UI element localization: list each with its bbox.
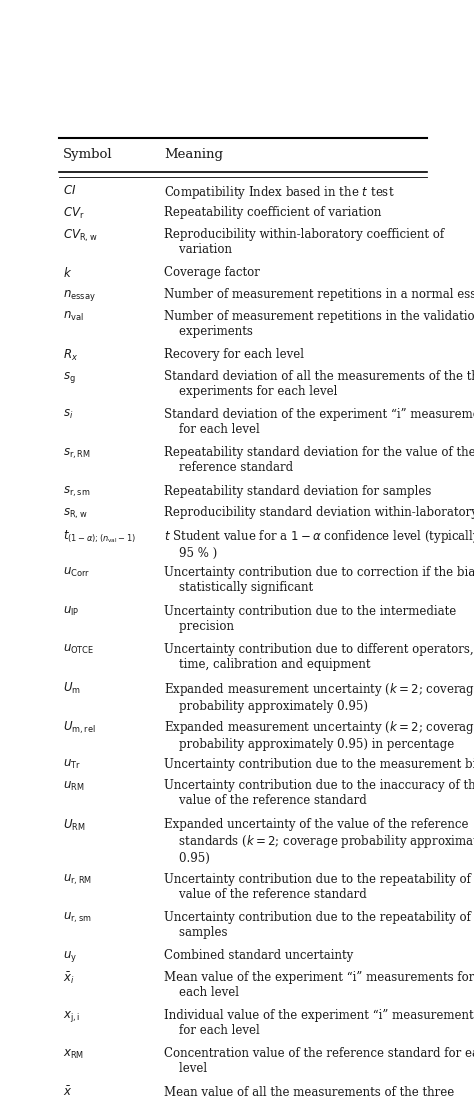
Text: $CV_{\mathrm{r}}$: $CV_{\mathrm{r}}$ xyxy=(63,206,84,221)
Text: $x_{\mathrm{j,i}}$: $x_{\mathrm{j,i}}$ xyxy=(63,1009,80,1025)
Text: $u_{\mathrm{Tr}}$: $u_{\mathrm{Tr}}$ xyxy=(63,758,81,770)
Text: $\bar{x}$: $\bar{x}$ xyxy=(63,1086,72,1099)
Text: Meaning: Meaning xyxy=(164,148,223,162)
Text: $U_{\mathrm{m}}$: $U_{\mathrm{m}}$ xyxy=(63,681,81,696)
Text: $u_{\mathrm{r,RM}}$: $u_{\mathrm{r,RM}}$ xyxy=(63,873,92,886)
Text: Repeatability coefficient of variation: Repeatability coefficient of variation xyxy=(164,206,381,220)
Text: Symbol: Symbol xyxy=(63,148,112,162)
Text: $\bar{x}_{i}$: $\bar{x}_{i}$ xyxy=(63,971,74,987)
Text: $n_{\mathrm{essay}}$: $n_{\mathrm{essay}}$ xyxy=(63,288,96,303)
Text: $t_{(1-\alpha);(n_{\mathrm{val}}-1)}$: $t_{(1-\alpha);(n_{\mathrm{val}}-1)}$ xyxy=(63,529,136,544)
Text: $R_{x}$: $R_{x}$ xyxy=(63,348,78,363)
Text: Number of measurement repetitions in a normal essay: Number of measurement repetitions in a n… xyxy=(164,288,474,301)
Text: Uncertainty contribution due to the repeatability of the
    value of the refere: Uncertainty contribution due to the repe… xyxy=(164,873,474,901)
Text: Reproducibility standard deviation within-laboratory: Reproducibility standard deviation withi… xyxy=(164,506,474,520)
Text: $s_{\mathrm{R,w}}$: $s_{\mathrm{R,w}}$ xyxy=(63,506,87,521)
Text: Coverage factor: Coverage factor xyxy=(164,266,260,279)
Text: $U_{\mathrm{RM}}$: $U_{\mathrm{RM}}$ xyxy=(63,817,85,833)
Text: Uncertainty contribution due to the inaccuracy of the
    value of the reference: Uncertainty contribution due to the inac… xyxy=(164,779,474,807)
Text: Uncertainty contribution due to the repeatability of
    samples: Uncertainty contribution due to the repe… xyxy=(164,911,471,939)
Text: Mean value of all the measurements of the three: Mean value of all the measurements of th… xyxy=(164,1086,454,1098)
Text: $k$: $k$ xyxy=(63,266,72,280)
Text: Uncertainty contribution due to the measurement bias: Uncertainty contribution due to the meas… xyxy=(164,758,474,770)
Text: Standard deviation of the experiment “i” measurements
    for each level: Standard deviation of the experiment “i”… xyxy=(164,408,474,436)
Text: Number of measurement repetitions in the validation
    experiments: Number of measurement repetitions in the… xyxy=(164,310,474,338)
Text: Combined standard uncertainty: Combined standard uncertainty xyxy=(164,949,353,962)
Text: Concentration value of the reference standard for each
    level: Concentration value of the reference sta… xyxy=(164,1047,474,1076)
Text: Individual value of the experiment “i” measurements
    for each level: Individual value of the experiment “i” m… xyxy=(164,1009,474,1037)
Text: Repeatability standard deviation for the value of the
    reference standard: Repeatability standard deviation for the… xyxy=(164,446,474,474)
Text: $s_{\mathrm{g}}$: $s_{\mathrm{g}}$ xyxy=(63,370,75,385)
Text: $u_{\mathrm{r,sm}}$: $u_{\mathrm{r,sm}}$ xyxy=(63,911,91,925)
Text: Mean value of the experiment “i” measurements for
    each level: Mean value of the experiment “i” measure… xyxy=(164,971,474,999)
Text: Expanded measurement uncertainty ($k = 2$; coverage
    probability approximatel: Expanded measurement uncertainty ($k = 2… xyxy=(164,719,474,752)
Text: $CI$: $CI$ xyxy=(63,184,76,197)
Text: $s_{i}$: $s_{i}$ xyxy=(63,408,73,421)
Text: $s_{\mathrm{r,RM}}$: $s_{\mathrm{r,RM}}$ xyxy=(63,446,91,460)
Text: Uncertainty contribution due to correction if the bias is
    statistically sign: Uncertainty contribution due to correcti… xyxy=(164,566,474,594)
Text: Standard deviation of all the measurements of the three
    experiments for each: Standard deviation of all the measuremen… xyxy=(164,370,474,398)
Text: Repeatability standard deviation for samples: Repeatability standard deviation for sam… xyxy=(164,485,431,497)
Text: $u_{\mathrm{IP}}$: $u_{\mathrm{IP}}$ xyxy=(63,604,80,618)
Text: $x_{\mathrm{RM}}$: $x_{\mathrm{RM}}$ xyxy=(63,1047,84,1060)
Text: Compatibility Index based in the $t$ test: Compatibility Index based in the $t$ tes… xyxy=(164,184,394,202)
Text: Expanded uncertainty of the value of the reference
    standards ($k = 2$; cover: Expanded uncertainty of the value of the… xyxy=(164,817,474,865)
Text: $s_{\mathrm{r,sm}}$: $s_{\mathrm{r,sm}}$ xyxy=(63,485,90,498)
Text: $U_{\mathrm{m,rel}}$: $U_{\mathrm{m,rel}}$ xyxy=(63,719,96,736)
Text: $n_{\mathrm{val}}$: $n_{\mathrm{val}}$ xyxy=(63,310,84,322)
Text: Expanded measurement uncertainty ($k = 2$; coverage
    probability approximatel: Expanded measurement uncertainty ($k = 2… xyxy=(164,681,474,714)
Text: $u_{\mathrm{OTCE}}$: $u_{\mathrm{OTCE}}$ xyxy=(63,643,94,656)
Text: $u_{\mathrm{Corr}}$: $u_{\mathrm{Corr}}$ xyxy=(63,566,90,580)
Text: $u_{\mathrm{y}}$: $u_{\mathrm{y}}$ xyxy=(63,949,77,964)
Text: Uncertainty contribution due to the intermediate
    precision: Uncertainty contribution due to the inte… xyxy=(164,604,456,632)
Text: $CV_{\mathrm{R,w}}$: $CV_{\mathrm{R,w}}$ xyxy=(63,227,98,244)
Text: $u_{\mathrm{RM}}$: $u_{\mathrm{RM}}$ xyxy=(63,779,84,793)
Text: Recovery for each level: Recovery for each level xyxy=(164,348,304,361)
Text: Reproducibility within-laboratory coefficient of
    variation: Reproducibility within-laboratory coeffi… xyxy=(164,227,444,256)
Text: $t$ Student value for a $1-\alpha$ confidence level (typically
    95 % ): $t$ Student value for a $1-\alpha$ confi… xyxy=(164,529,474,560)
Text: Uncertainty contribution due to different operators,
    time, calibration and e: Uncertainty contribution due to differen… xyxy=(164,643,474,671)
